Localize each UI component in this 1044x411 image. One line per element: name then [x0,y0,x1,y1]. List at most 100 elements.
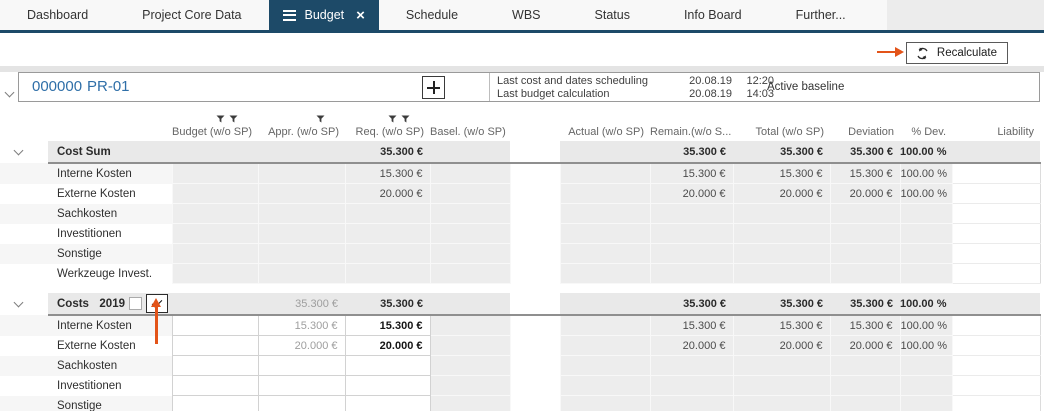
cell-liability [952,315,1041,336]
cell-budget[interactable] [171,314,259,336]
row-label: Sonstige [48,243,172,264]
cell-req[interactable] [344,375,431,396]
cell-pdev [899,395,953,411]
baseline-status: Active baseline [767,81,845,93]
cell-budget[interactable] [171,375,259,396]
cell-pdev [899,223,953,244]
table-row: Sachkosten [0,355,1041,376]
column-header-deviation: Deviation [830,105,900,141]
meta-row: Last budget calculation 20.08.19 14:03 [497,88,774,100]
cell-req[interactable]: 15.300 € [344,314,431,336]
filter-icon[interactable] [345,115,430,124]
cell-pdev [899,375,953,396]
column-header-req: Req. (w/o SP) [345,105,430,141]
year-checkbox[interactable] [129,297,142,310]
cell-budget[interactable] [171,395,259,411]
meta-label: Last budget calculation [497,88,610,100]
cell-appr[interactable] [257,375,346,396]
cell-appr [257,263,346,284]
cell-req[interactable] [344,355,431,376]
tab-info-board[interactable]: Info Board [657,0,769,30]
cell-actual [559,335,651,356]
filter-icon[interactable] [172,115,258,124]
tab-label: Project Core Data [142,8,242,22]
cell-appr [258,141,345,164]
table-row: Sonstige [0,395,1041,411]
chevron-down-icon[interactable] [13,297,24,308]
cell-deviation: 20.000 € [829,335,901,356]
cell-appr[interactable]: 20.000 € [257,335,346,356]
project-code[interactable]: 000000 [32,78,83,95]
recalculate-button[interactable]: Recalculate [905,42,1008,64]
project-header-bar: 000000 PR-01 Last cost and dates schedul… [18,72,1040,102]
cell-remain [649,223,734,244]
meta-row: Last cost and dates scheduling 20.08.19 … [497,75,774,87]
cell-basel [430,141,510,164]
cell-basel [429,335,511,356]
cell-total: 35.300 € [733,293,830,316]
budget-table: Budget (w/o SP) Appr. (w/o SP) Req. (w/o S… [0,105,1041,411]
tab-schedule[interactable]: Schedule [379,0,485,30]
group-label-cell: Cost Sum [48,141,172,164]
cell-deviation: 15.300 € [829,314,901,336]
cell-pdev [899,263,953,284]
cell-remain: 20.000 € [649,183,734,204]
column-header-actual: Actual (w/o SP) [560,105,650,141]
project-name[interactable]: PR-01 [87,78,130,95]
cell-req[interactable] [344,395,431,411]
tab-budget[interactable]: Budget × [268,0,379,30]
cell-budget[interactable] [171,355,259,376]
row-label: Investitionen [48,375,172,396]
cell-deviation [829,375,901,396]
tab-further[interactable]: Further... [769,0,873,30]
meta-time: 14:03 [746,88,774,100]
cell-appr [257,243,346,264]
chevron-down-icon[interactable] [13,145,24,156]
column-header-label: Remain.(w/o S... [650,126,732,138]
add-button[interactable] [422,76,445,99]
cell-appr [257,183,346,204]
divider [489,73,490,101]
menu-icon[interactable] [282,9,296,21]
cell-total [732,395,831,411]
cell-appr[interactable] [257,395,346,411]
tab-status[interactable]: Status [568,0,657,30]
row-label: Sachkosten [48,355,172,376]
tab-label: Further... [795,8,846,22]
tab-wbs[interactable]: WBS [485,0,567,30]
calculation-meta: Last cost and dates scheduling 20.08.19 … [497,75,774,100]
tab-label: WBS [512,8,541,22]
cell-deviation [829,203,901,224]
cell-deviation: 15.300 € [829,162,901,184]
cell-pdev: 100.00 % [899,183,953,204]
cell-liability [952,263,1041,284]
cell-actual [559,395,651,411]
cell-budget[interactable] [171,335,259,356]
filter-icon[interactable] [258,115,345,124]
cell-req[interactable]: 20.000 € [344,335,431,356]
close-icon[interactable]: × [356,6,365,24]
cell-basel [429,375,511,396]
cell-total [732,243,831,264]
column-header-total: Total (w/o SP) [733,105,830,141]
cell-liability [952,355,1041,376]
project-collapse-toggle[interactable] [4,83,15,101]
cell-total: 15.300 € [732,162,831,184]
group-gutter [0,141,48,163]
column-header-budget: Budget (w/o SP) [172,105,258,141]
cell-basel [429,183,511,204]
cell-appr[interactable]: 15.300 € [257,314,346,336]
cell-actual [559,314,651,336]
row-label: Investitionen [48,223,172,244]
table-row: Sachkosten [0,203,1041,224]
cell-basel [429,355,511,376]
cell-actual [559,355,651,376]
tab-dashboard[interactable]: Dashboard [0,0,115,30]
table-row: Investitionen [0,223,1041,244]
cell-liability [952,163,1041,184]
cell-appr[interactable] [257,355,346,376]
cell-req: 20.000 € [344,183,431,204]
tab-project-core-data[interactable]: Project Core Data [115,0,268,30]
cell-deviation [829,395,901,411]
tab-label: Dashboard [27,8,89,22]
